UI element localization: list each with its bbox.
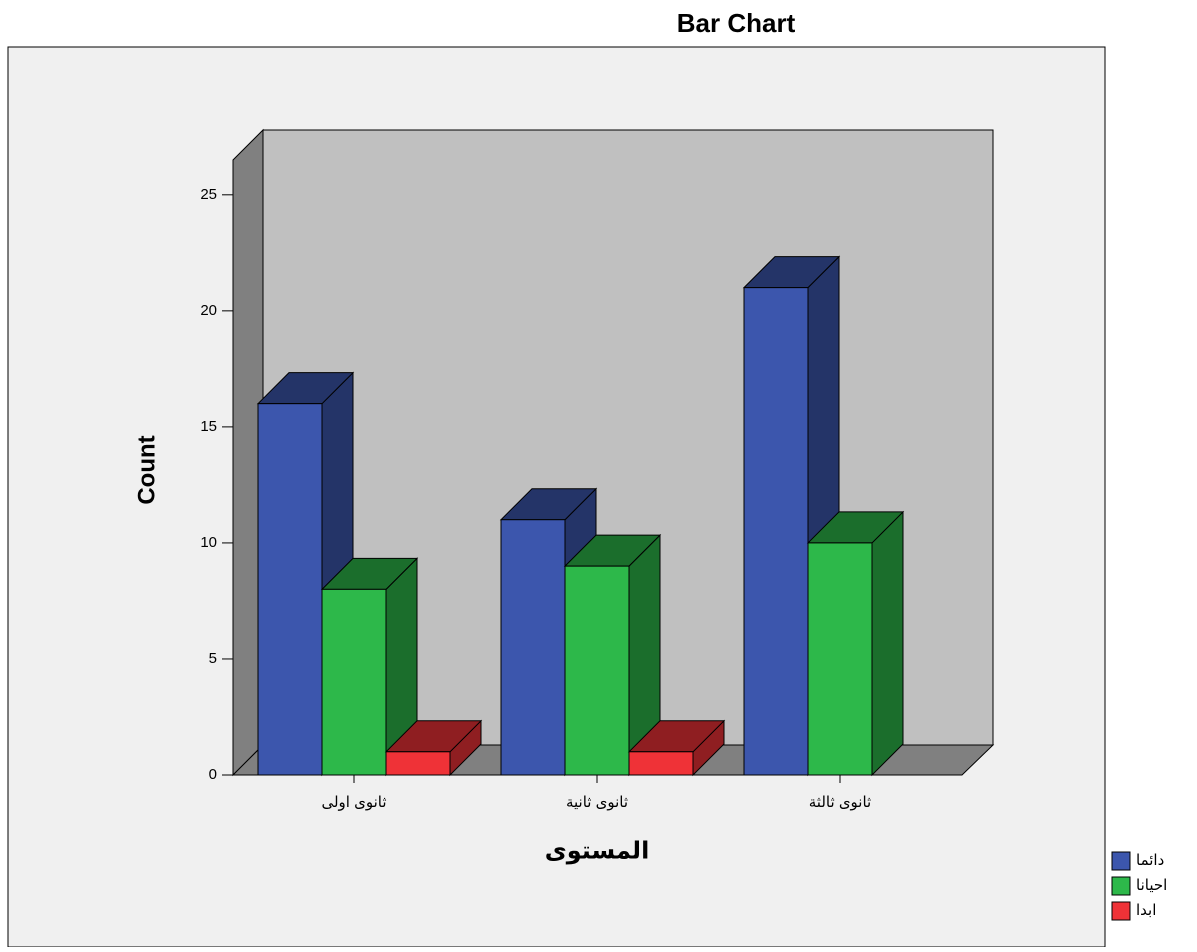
y-tick-label: 0 (209, 766, 217, 783)
y-tick-label: 15 (200, 418, 217, 435)
bar (385, 751, 451, 776)
legend-label: دائما (1136, 852, 1164, 869)
bar (743, 287, 809, 776)
x-tick-label: ثانوى ثانية (566, 794, 628, 811)
bar (628, 751, 694, 776)
chart-title: Bar Chart (677, 8, 796, 38)
x-axis-label: المستوى (545, 837, 650, 864)
legend-swatch (1111, 851, 1131, 871)
legend-swatch (1111, 876, 1131, 896)
legend-label: احيانا (1136, 877, 1167, 894)
bar (807, 542, 873, 776)
bar-side (871, 510, 904, 777)
y-axis-label: Count (133, 435, 160, 504)
bar (321, 588, 387, 776)
x-tick-label: ثانوى اولى (321, 794, 386, 811)
bar (564, 565, 630, 776)
bar (500, 519, 566, 776)
legend-swatch (1111, 901, 1131, 921)
y-tick-label: 25 (200, 186, 217, 203)
y-tick-label: 10 (200, 534, 217, 551)
bar (257, 403, 323, 776)
y-tick-label: 20 (200, 302, 217, 319)
legend-label: ابدا (1136, 902, 1156, 919)
x-tick-label: ثانوى ثالثة (809, 794, 871, 811)
y-tick-label: 5 (209, 650, 217, 667)
